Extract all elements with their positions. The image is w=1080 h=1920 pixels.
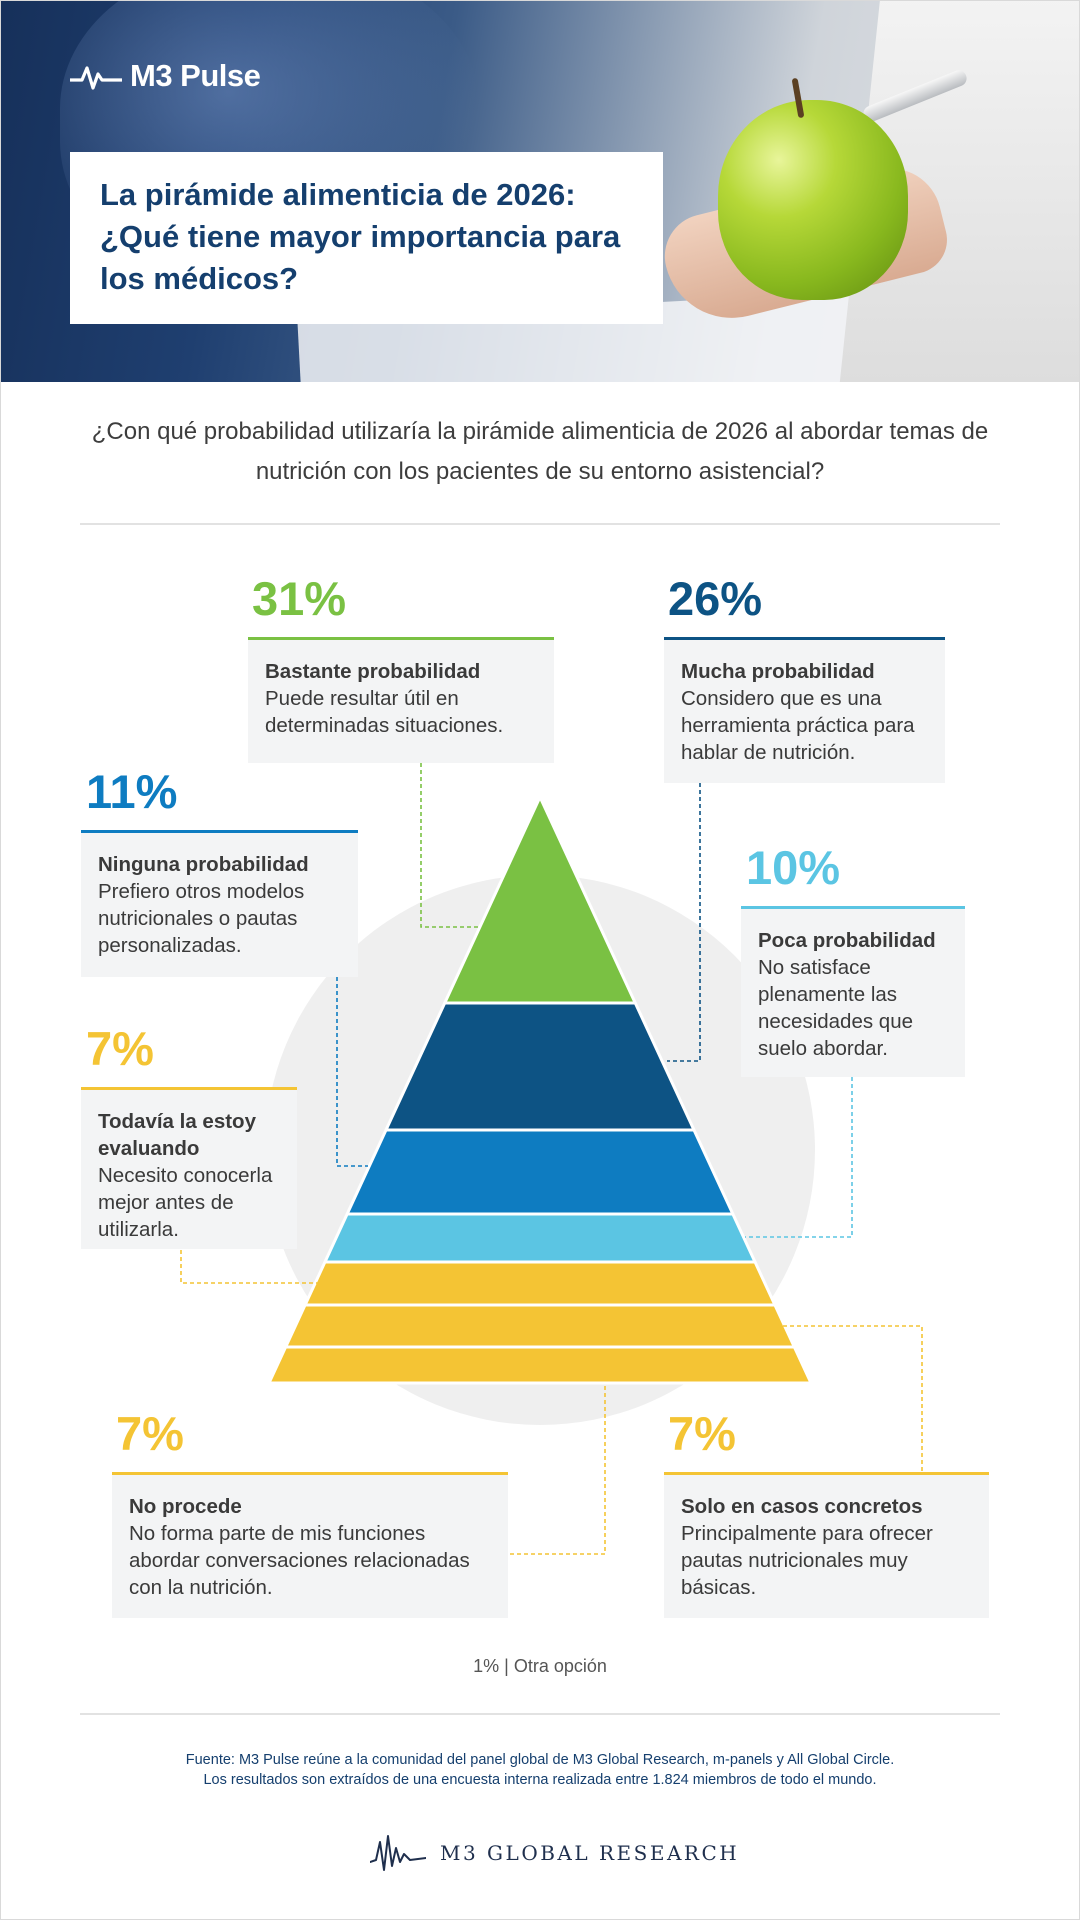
brand-name: M3 Pulse (130, 58, 261, 93)
percent-value: 11% (86, 765, 178, 818)
answer-label: Ninguna probabilidad (98, 853, 309, 876)
answer-description: Principalmente para ofrecer pautas nutri… (681, 1522, 933, 1599)
percent-value: 31% (252, 572, 347, 625)
connector-line (420, 763, 478, 928)
title-box: La pirámide alimenticia de 2026: ¿Qué ti… (70, 152, 663, 324)
pyramid-layer (303, 1260, 777, 1307)
answer-description: Necesito conocerla mejor antes de utiliz… (98, 1164, 273, 1241)
connector-line (180, 1250, 318, 1284)
divider (80, 523, 1000, 525)
answer-label: Mucha probabilidad (681, 660, 875, 683)
source-note: Fuente: M3 Pulse reúne a la comunidad de… (80, 1750, 1000, 1790)
answer-card-bastante: Bastante probabilidad Puede resultar úti… (248, 637, 554, 763)
survey-question: ¿Con qué probabilidad utilizaría la pirá… (91, 418, 989, 485)
divider (80, 1713, 1000, 1715)
pyramid-layer (345, 1128, 735, 1216)
answer-description: No satisface plenamente las necesidades … (758, 956, 914, 1060)
answer-card-poca: Poca probabilidad No satisface plenament… (741, 906, 965, 1077)
connector-line (667, 783, 701, 1062)
answer-card-mucha: Mucha probabilidad Considero que es una … (664, 637, 945, 783)
source-line: Fuente: M3 Pulse reúne a la comunidad de… (185, 1752, 895, 1768)
answer-label: Solo en casos concretos (681, 1495, 923, 1518)
connector-line (336, 977, 368, 1167)
footer-brand-name: M3 GLOBAL RESEARCH (440, 1841, 740, 1865)
connector-line (510, 1386, 606, 1555)
answer-description: No forma parte de mis funciones abordar … (129, 1522, 470, 1599)
answer-card-ninguna: Ninguna probabilidad Prefiero otros mode… (81, 830, 358, 977)
m3-global-research-logo: M3 GLOBAL RESEARCH (370, 1832, 739, 1874)
pyramid-layer (323, 1212, 757, 1264)
answer-label: Poca probabilidad (758, 929, 936, 952)
page-title: La pirámide alimenticia de 2026: ¿Qué ti… (100, 177, 621, 296)
pyramid-layer (284, 1303, 796, 1349)
percent-value: 10% (746, 841, 841, 894)
other-option: 1% | Otra opción (473, 1656, 607, 1676)
answer-label: Bastante probabilidad (265, 660, 481, 683)
answer-label: Todavía la estoy evaluando (98, 1110, 256, 1160)
m3-pulse-logo: M3 Pulse (70, 58, 261, 94)
answer-description: Prefiero otros modelos nutricionales o p… (98, 880, 305, 957)
pulse-icon (70, 66, 122, 90)
answer-card-casos-concretos: Solo en casos concretos Principalmente p… (664, 1472, 989, 1618)
answer-label: No procede (129, 1495, 242, 1518)
answer-card-no-procede: No procede No forma parte de mis funcion… (112, 1472, 508, 1618)
source-line: Los resultados son extraídos de una encu… (203, 1772, 877, 1788)
percent-value: 7% (668, 1407, 736, 1460)
signal-wave-icon (370, 1835, 426, 1871)
connector-line (745, 1056, 853, 1238)
pyramid-layer (267, 1345, 813, 1385)
answer-description: Puede resultar útil en determinadas situ… (265, 687, 504, 737)
answer-card-evaluando: Todavía la estoy evaluando Necesito cono… (81, 1087, 297, 1249)
percent-value: 7% (86, 1022, 154, 1075)
percent-value: 7% (116, 1407, 184, 1460)
percent-value: 26% (668, 572, 763, 625)
connector-line (783, 1325, 923, 1475)
answer-description: Considero que es una herramienta práctic… (681, 687, 915, 764)
apple-illustration (718, 100, 908, 300)
